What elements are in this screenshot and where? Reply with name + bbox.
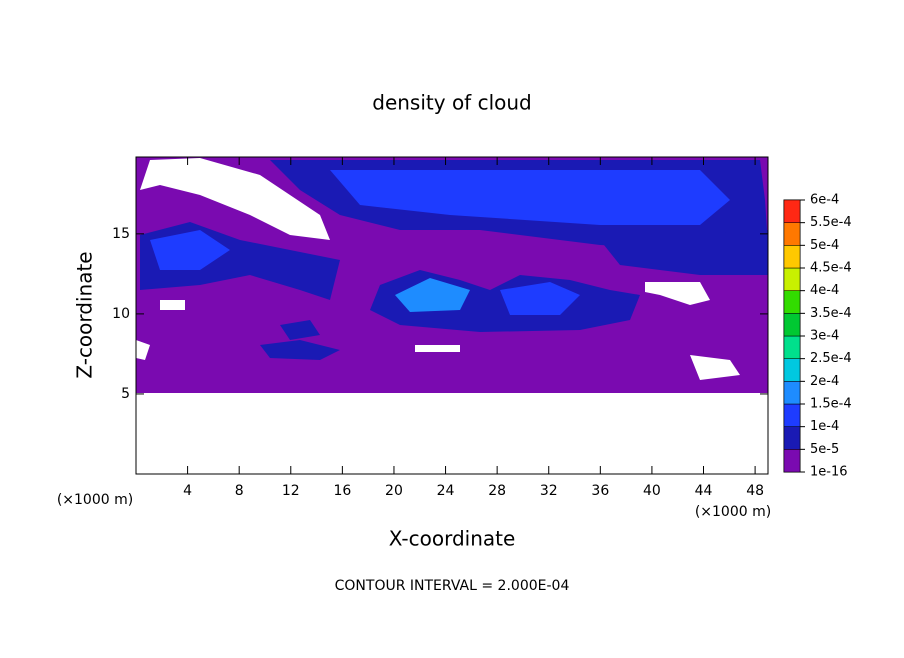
x-unit-label: (×1000 m) xyxy=(695,504,771,520)
contour-field xyxy=(136,157,768,474)
colorbar-band xyxy=(783,403,801,427)
colorbar-label: 3e-4 xyxy=(810,329,839,344)
colorbar-band xyxy=(783,381,801,405)
colorbar-label: 2.5e-4 xyxy=(810,351,852,366)
chart-title: density of cloud xyxy=(372,91,531,115)
colorbar-label: 5e-5 xyxy=(810,442,839,457)
x-tick-label: 20 xyxy=(385,483,403,499)
colorbar-label: 4e-4 xyxy=(810,283,839,298)
colorbar-label: 5.5e-4 xyxy=(810,215,852,230)
colorbar-band xyxy=(783,335,801,359)
x-tick-label: 36 xyxy=(591,483,609,499)
x-tick-label: 40 xyxy=(643,483,661,499)
colorbar-band xyxy=(783,290,801,314)
x-tick-label: 48 xyxy=(746,483,764,499)
colorbar-band xyxy=(783,245,801,269)
x-tick-label: 28 xyxy=(488,483,506,499)
y-tick-label: 15 xyxy=(112,226,130,242)
x-unit-label: (×1000 m) xyxy=(57,492,133,508)
colorbar-label: 1.5e-4 xyxy=(810,397,852,412)
x-tick-label: 16 xyxy=(333,483,351,499)
x-tick-label: 32 xyxy=(540,483,558,499)
colorbar-band xyxy=(783,267,801,291)
y-tick-label: 5 xyxy=(121,386,130,402)
x-tick-label: 44 xyxy=(695,483,713,499)
x-tick-label: 8 xyxy=(235,483,244,499)
annotation: CONTOUR INTERVAL = 2.000E-04 xyxy=(335,578,570,594)
colorbar-label: 6e-4 xyxy=(810,193,839,208)
colorbar-band xyxy=(783,449,801,473)
colorbar-band xyxy=(783,358,801,382)
plot-frame xyxy=(135,156,769,475)
colorbar-band xyxy=(783,199,801,223)
colorbar-band xyxy=(783,313,801,337)
x-tick-label: 12 xyxy=(282,483,300,499)
x-axis-label: X-coordinate xyxy=(389,527,516,551)
x-tick-label: 24 xyxy=(437,483,455,499)
colorbar-label: 3.5e-4 xyxy=(810,306,852,321)
colorbar-band xyxy=(783,222,801,246)
colorbar-label: 5e-4 xyxy=(810,238,839,253)
colorbar-band xyxy=(783,426,801,450)
y-tick-label: 10 xyxy=(112,306,130,322)
colorbar-label: 4.5e-4 xyxy=(810,261,852,276)
y-axis-label: Z-coordinate xyxy=(73,251,97,378)
colorbar-label: 1e-4 xyxy=(810,419,839,434)
colorbar-label: 2e-4 xyxy=(810,374,839,389)
colorbar-label: 1e-16 xyxy=(810,465,848,480)
x-tick-label: 4 xyxy=(183,483,192,499)
